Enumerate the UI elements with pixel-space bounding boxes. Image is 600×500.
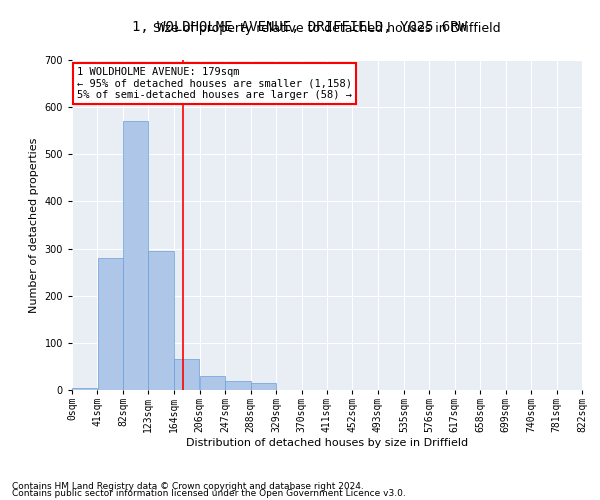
Text: 1 WOLDHOLME AVENUE: 179sqm
← 95% of detached houses are smaller (1,158)
5% of se: 1 WOLDHOLME AVENUE: 179sqm ← 95% of deta…	[77, 67, 352, 100]
Bar	[148, 251, 173, 390]
X-axis label: Distribution of detached houses by size in Driffield: Distribution of detached houses by size …	[186, 438, 468, 448]
Text: Contains public sector information licensed under the Open Government Licence v3: Contains public sector information licen…	[12, 489, 406, 498]
Text: Contains HM Land Registry data © Crown copyright and database right 2024.: Contains HM Land Registry data © Crown c…	[12, 482, 364, 491]
Bar	[72, 388, 97, 390]
Y-axis label: Number of detached properties: Number of detached properties	[29, 138, 39, 312]
Bar	[98, 258, 123, 390]
Text: 1, WOLDHOLME AVENUE, DRIFFIELD, YO25 6RW: 1, WOLDHOLME AVENUE, DRIFFIELD, YO25 6RW	[133, 20, 467, 34]
Bar	[200, 376, 225, 390]
Title: Size of property relative to detached houses in Driffield: Size of property relative to detached ho…	[153, 22, 501, 35]
Bar	[251, 383, 276, 390]
Bar	[226, 380, 251, 390]
Bar	[174, 360, 199, 390]
Bar	[123, 122, 148, 390]
